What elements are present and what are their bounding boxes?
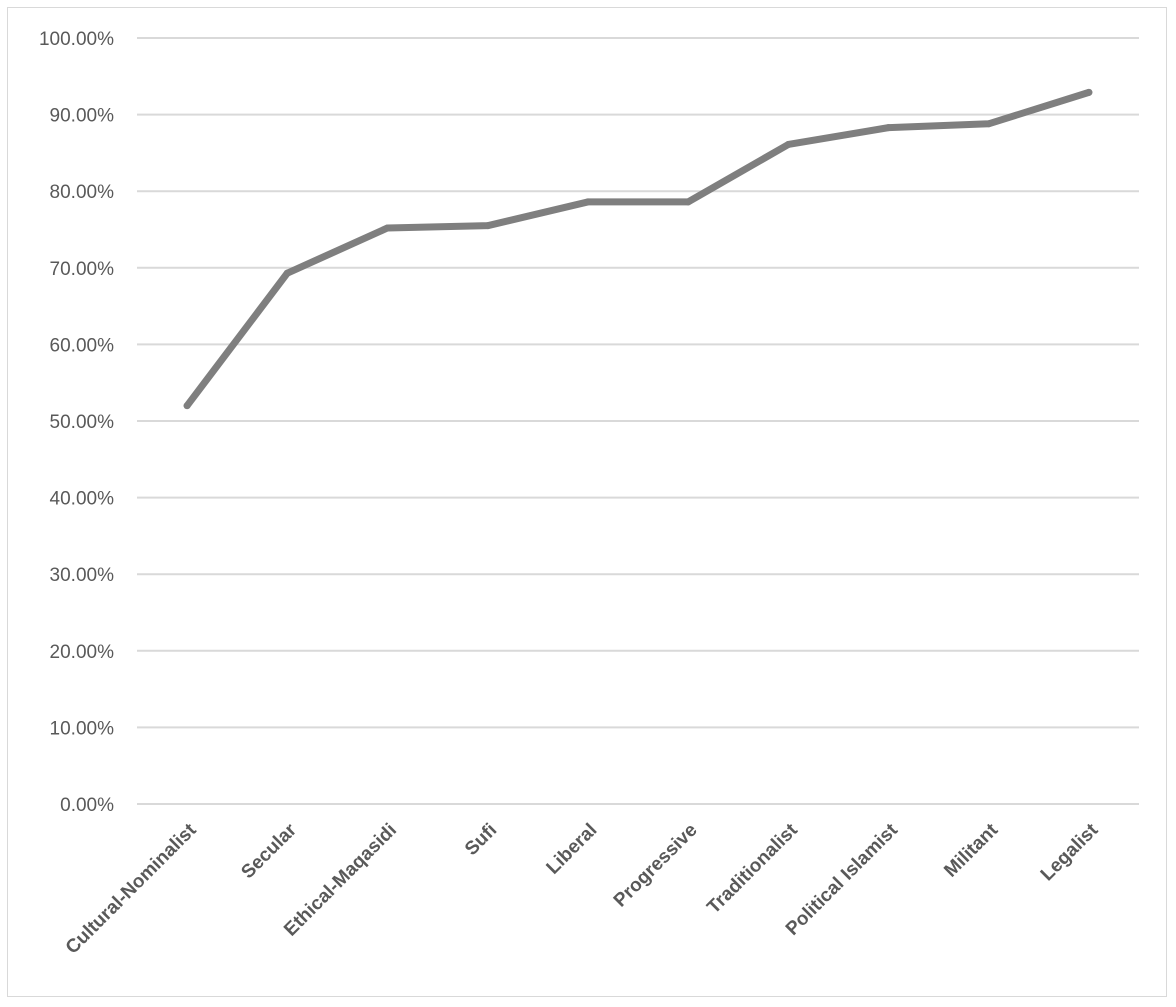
y-tick-label: 20.00%	[50, 642, 115, 663]
data-point	[885, 124, 892, 132]
y-tick-label: 90.00%	[50, 106, 115, 127]
x-category-label: Traditionalist	[703, 819, 802, 918]
y-tick-label: 70.00%	[50, 259, 115, 280]
x-category-label: Political Islamist	[782, 819, 903, 940]
y-tick-label: 10.00%	[50, 718, 115, 739]
y-tick-label: 80.00%	[50, 182, 115, 203]
y-tick-label: 50.00%	[50, 412, 115, 433]
data-point	[584, 198, 592, 206]
data-point	[183, 402, 191, 410]
x-axis-categories: Cultural-Nominalist SecularEthical-Maqasi…	[62, 819, 1103, 958]
y-axis-ticks: 0.00% 10.00% 20.00% 30.00% 40.00% 50.00% 60.00…	[39, 29, 114, 816]
x-category-label: Militant	[940, 819, 1002, 881]
x-category-label: Cultural-Nominalist	[62, 819, 201, 958]
series-line	[183, 88, 1093, 410]
x-category-label: Ethical-Maqasidi	[280, 820, 401, 941]
y-tick-label: 30.00%	[50, 565, 115, 586]
data-point	[784, 140, 792, 148]
gridlines	[137, 37, 1139, 805]
x-category-label: Sufi	[461, 820, 501, 860]
data-point	[684, 198, 692, 206]
data-point	[384, 224, 391, 232]
data-point	[484, 222, 492, 230]
y-tick-label: 60.00%	[50, 335, 115, 356]
data-point	[985, 120, 993, 128]
y-tick-label: 100.00%	[39, 29, 114, 50]
chart-frame	[7, 7, 1167, 997]
x-category-label: Legalist	[1037, 819, 1103, 885]
x-category-label: Liberal	[543, 820, 602, 879]
data-point	[283, 269, 291, 277]
y-tick-label: 40.00%	[50, 489, 115, 510]
series	[183, 88, 1093, 410]
y-tick-label: 0.00%	[60, 795, 114, 816]
x-category-label: Secular	[237, 819, 301, 883]
x-category-label: Progressive	[610, 820, 702, 912]
data-point	[1085, 88, 1093, 96]
